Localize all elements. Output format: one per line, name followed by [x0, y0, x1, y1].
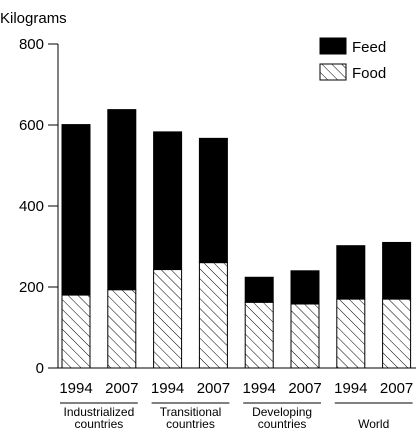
- legend-swatch-food: [319, 63, 347, 81]
- bar-food: [382, 298, 412, 369]
- legend-swatch-feed: [319, 37, 347, 55]
- group-label: Transitional: [160, 405, 222, 419]
- x-tick-label: 1994: [243, 380, 276, 397]
- bar-food: [153, 269, 183, 369]
- bar-feed: [107, 109, 137, 291]
- y-tick-label: 800: [19, 36, 44, 53]
- x-tick-label: 2007: [105, 380, 138, 397]
- bar-feed: [61, 124, 91, 296]
- y-axis-label: Kilograms: [0, 10, 67, 27]
- bar-food: [290, 303, 320, 369]
- legend-label-feed: Feed: [352, 39, 386, 56]
- x-tick-label: 1994: [151, 380, 184, 397]
- group-label: Developing: [252, 405, 312, 419]
- bar-feed: [198, 137, 228, 264]
- group-label: countries: [258, 417, 307, 430]
- bar-feed: [153, 131, 183, 271]
- x-tick-label: 2007: [380, 380, 413, 397]
- bar-food: [198, 262, 228, 369]
- legend-label-food: Food: [352, 65, 386, 82]
- y-tick-label: 600: [19, 117, 44, 134]
- y-tick-label: 0: [36, 360, 44, 377]
- group-label: World: [358, 417, 389, 430]
- x-tick-label: 1994: [334, 380, 367, 397]
- bar-feed: [382, 241, 412, 300]
- group-label: countries: [75, 417, 124, 430]
- group-label: Industrialized: [64, 405, 135, 419]
- bar-feed: [244, 276, 274, 303]
- bar-feed: [290, 270, 320, 305]
- y-tick-label: 400: [19, 198, 44, 215]
- bar-food: [244, 301, 274, 369]
- group-label: countries: [166, 417, 215, 430]
- bar-feed: [336, 245, 366, 300]
- x-tick-label: 1994: [59, 380, 92, 397]
- x-tick-label: 2007: [288, 380, 321, 397]
- y-tick-label: 200: [19, 279, 44, 296]
- bar-food: [107, 289, 137, 369]
- bar-food: [61, 294, 91, 369]
- bar-food: [336, 298, 366, 369]
- x-tick-label: 2007: [197, 380, 230, 397]
